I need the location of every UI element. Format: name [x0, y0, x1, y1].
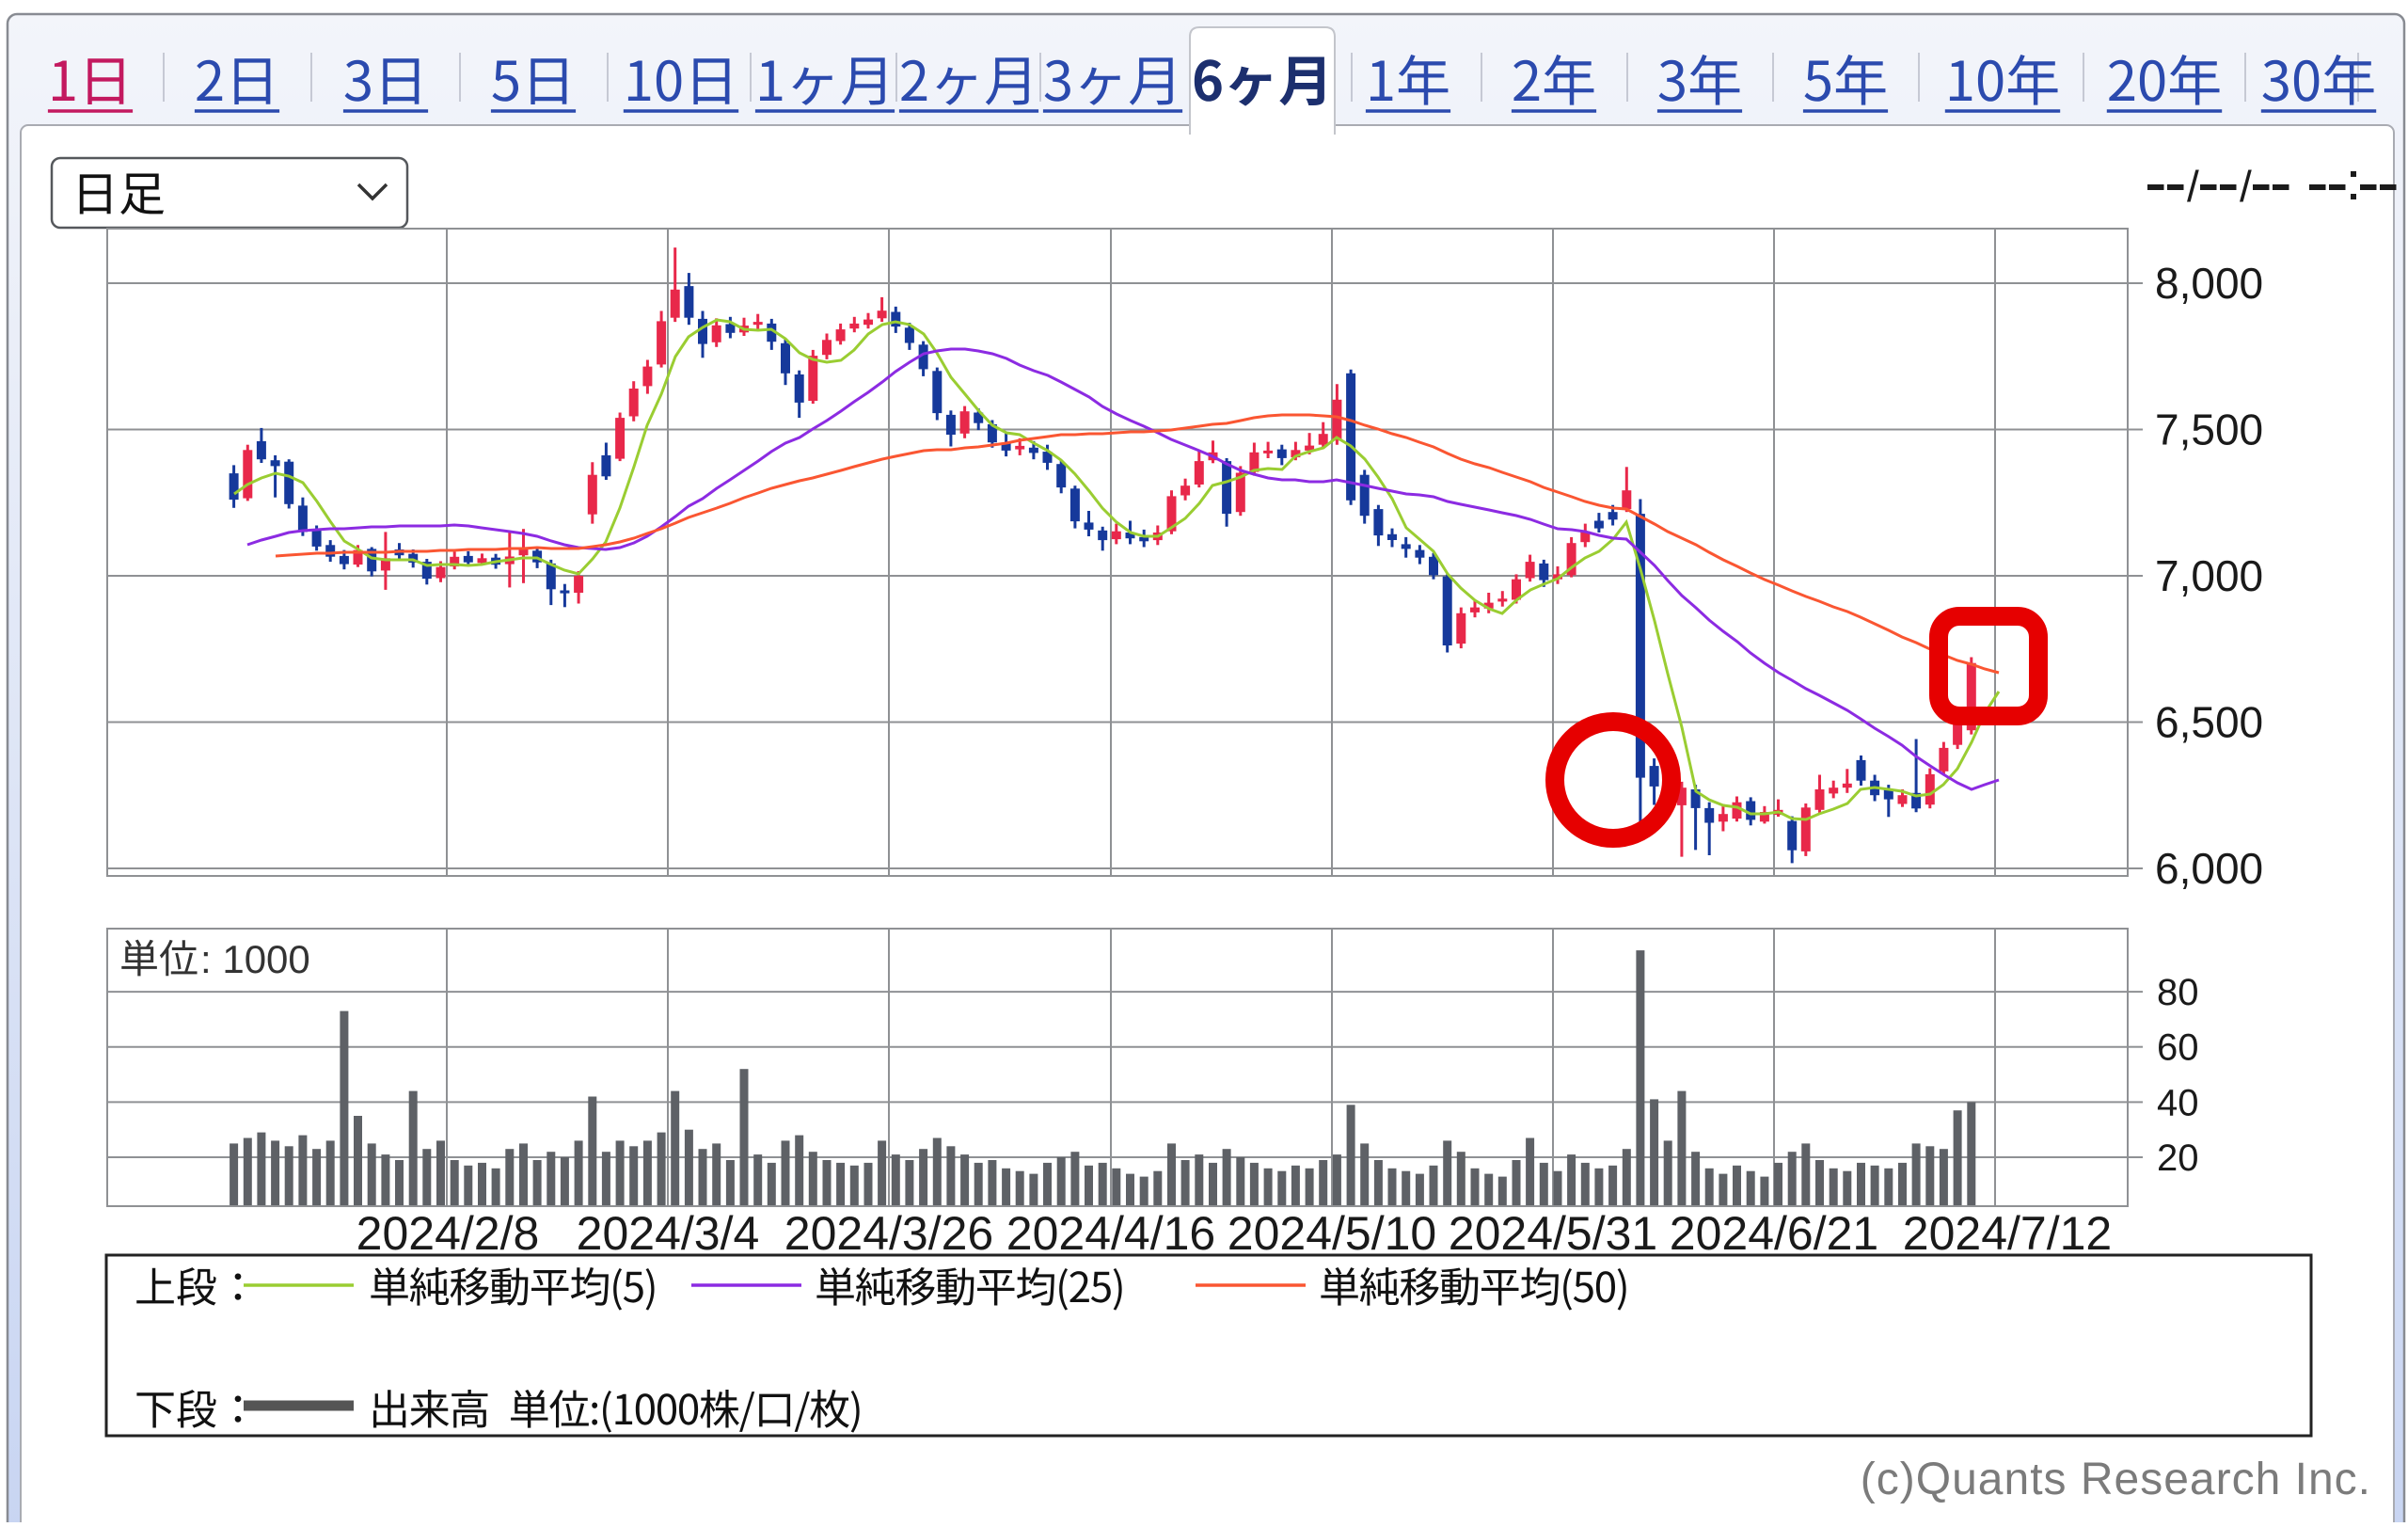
svg-text:/: /: [2240, 162, 2252, 211]
svg-text:: 1000: : 1000: [200, 937, 310, 981]
svg-text:2024/5/31: 2024/5/31: [1449, 1207, 1657, 1260]
svg-text:40: 40: [2157, 1082, 2199, 1123]
svg-text:80: 80: [2157, 972, 2199, 1013]
svg-text:(c)Quants Research Inc.: (c)Quants Research Inc.: [1861, 1455, 2371, 1504]
svg-text:2024/4/16: 2024/4/16: [1006, 1207, 1215, 1260]
svg-text:2024/5/10: 2024/5/10: [1228, 1207, 1436, 1260]
svg-text:7,000: 7,000: [2155, 551, 2263, 600]
svg-text:20: 20: [2157, 1137, 2199, 1179]
svg-text:60: 60: [2157, 1027, 2199, 1069]
svg-text:2024/3/4: 2024/3/4: [577, 1207, 760, 1260]
svg-text:2024/7/12: 2024/7/12: [1903, 1207, 2112, 1260]
svg-text:6,000: 6,000: [2155, 844, 2263, 893]
svg-text:2024/6/21: 2024/6/21: [1670, 1207, 1878, 1260]
svg-text:2024/2/8: 2024/2/8: [356, 1207, 540, 1260]
svg-text:/: /: [2187, 162, 2199, 211]
svg-text:2024/3/26: 2024/3/26: [784, 1207, 993, 1260]
svg-text:6,500: 6,500: [2155, 698, 2263, 747]
svg-text:7,500: 7,500: [2155, 406, 2263, 454]
svg-text:8,000: 8,000: [2155, 259, 2263, 308]
